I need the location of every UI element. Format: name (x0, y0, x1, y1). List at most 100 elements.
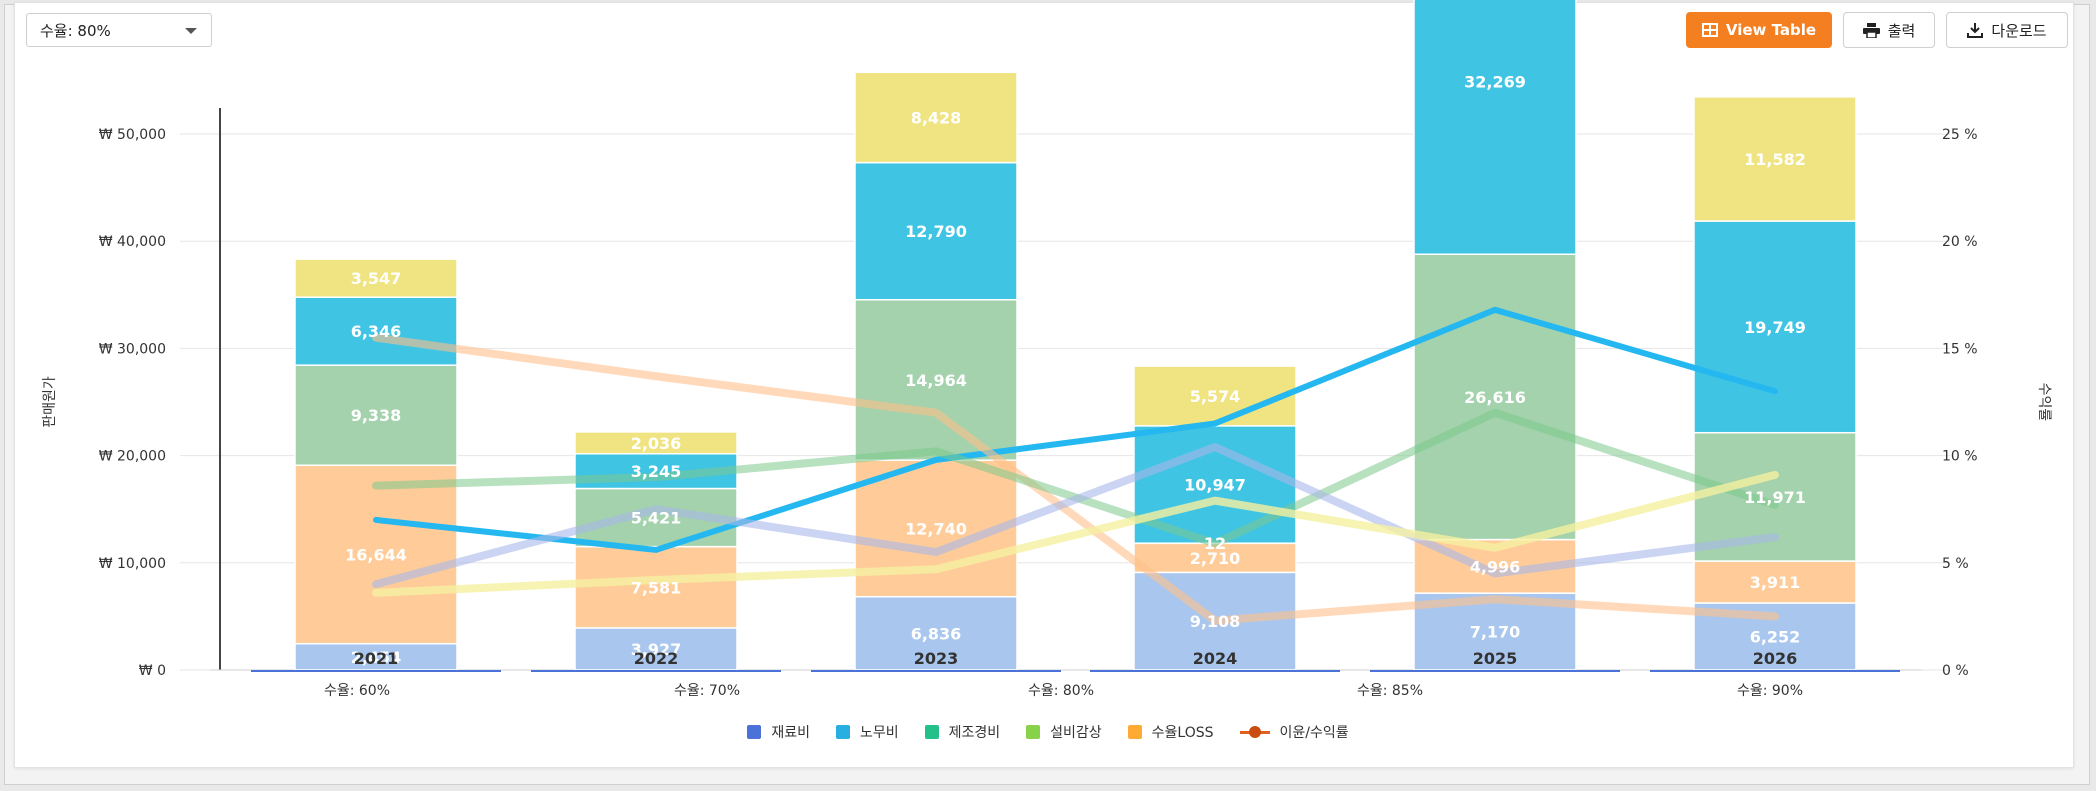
data-label: 9,108 (1190, 612, 1241, 631)
y-tick-label: ₩ 20,000 (99, 449, 166, 465)
y2-tick-label: 10 % (1942, 449, 1978, 465)
yield-select-value: 수율: 80% (40, 21, 111, 40)
y2-tick-label: 0 % (1942, 663, 1969, 679)
y2-tick-label: 15 % (1942, 341, 1978, 357)
legend-swatch (835, 725, 850, 739)
x-sublabel: 수율: 90% (1737, 683, 1803, 699)
legend-item[interactable]: 제조경비 (924, 722, 1001, 742)
y2-axis-title: 수익률 (2036, 383, 2052, 422)
data-label: 14,964 (905, 371, 967, 390)
legend-label: 재료비 (771, 725, 810, 741)
y-tick-label: ₩ 10,000 (99, 556, 166, 572)
legend-swatch (747, 725, 762, 739)
legend-item[interactable]: 노무비 (835, 722, 899, 742)
y2-tick-label: 5 % (1942, 556, 1969, 572)
series-line (372, 443, 1779, 589)
x-category-label: 2024 (1193, 649, 1238, 668)
bar-segment (854, 71, 1018, 164)
data-label: 8,428 (911, 108, 962, 127)
y-tick-label: ₩ 30,000 (99, 341, 166, 357)
download-icon (1967, 22, 1984, 38)
legend-label: 노무비 (859, 725, 899, 741)
download-button[interactable]: 다운로드 (1946, 12, 2068, 48)
x-sublabel: 수율: 80% (1028, 683, 1094, 699)
bar-segment (294, 464, 458, 645)
series-line (372, 470, 1779, 597)
legend-swatch (924, 725, 939, 739)
bar-segment (294, 258, 458, 298)
legend-item[interactable]: 설비감상 (1026, 722, 1102, 742)
bar-segment (854, 595, 1018, 671)
x-sublabel: 수율: 70% (674, 683, 740, 699)
data-label: 2,710 (1190, 549, 1241, 568)
data-label: 6,252 (1750, 627, 1801, 646)
y-tick-label: ₩ 50,000 (99, 127, 166, 143)
chart-legend: 재료비 노무비 제조경비 설비감상 수율LOSS 이윤/수익률 (0, 722, 2096, 742)
legend-label: 제조경비 (948, 725, 1001, 741)
legend-label: 이윤/수익률 (1279, 725, 1349, 741)
data-label: 16,644 (345, 545, 407, 564)
data-label: 7,170 (1470, 623, 1521, 642)
data-label: 5,421 (631, 509, 682, 528)
bar-segment (1693, 560, 1857, 604)
legend-item[interactable]: 이윤/수익률 (1239, 722, 1349, 742)
printer-icon (1862, 22, 1880, 38)
data-label: 3,547 (351, 269, 402, 288)
legend-item[interactable]: 재료비 (747, 722, 810, 742)
data-label: 11,971 (1744, 488, 1806, 507)
data-label: 6,836 (911, 624, 962, 643)
x-category-label: 2022 (634, 649, 679, 668)
bar-segment (574, 545, 738, 629)
y-tick-label: ₩ 40,000 (99, 234, 166, 250)
y2-tick-label: 25 % (1942, 127, 1978, 143)
legend-label: 수율LOSS (1151, 725, 1214, 741)
print-button[interactable]: 출력 (1843, 12, 1935, 48)
data-label: 12,740 (905, 519, 967, 538)
data-label: 3,927 (631, 640, 682, 659)
x-category-label: 2025 (1473, 649, 1518, 668)
x-category-label: 2023 (914, 649, 959, 668)
bar-segment (1413, 253, 1577, 541)
data-label: 32,269 (1464, 72, 1526, 91)
data-label: 4,996 (1470, 557, 1521, 576)
y-tick-label: ₩ 0 (139, 663, 166, 679)
bar-segment (1413, 0, 1577, 256)
data-label: 7,581 (631, 578, 682, 597)
chevron-down-icon (185, 28, 197, 34)
legend-label: 설비감상 (1050, 725, 1102, 741)
bar-segment (854, 298, 1018, 461)
data-label: 2,036 (631, 434, 682, 453)
y2-tick-label: 20 % (1942, 234, 1978, 250)
legend-swatch (1026, 725, 1041, 739)
data-label: 9,338 (351, 406, 402, 425)
data-label: 12 (1204, 534, 1226, 553)
view-table-button[interactable]: View Table (1686, 12, 1832, 48)
chart-svg: ₩ 0 ₩ 10,000 ₩ 20,000 ₩ 30,000 ₩ 40,000 ₩ 50,… (42, 0, 2052, 699)
bar-segment (574, 431, 738, 455)
data-label: 2,454 (351, 648, 402, 667)
download-label: 다운로드 (1991, 21, 2047, 40)
legend-swatch (1127, 725, 1142, 739)
print-label: 출력 (1887, 21, 1916, 40)
data-label: 3,911 (1750, 573, 1801, 592)
bar-segment (294, 296, 458, 366)
data-label: 19,749 (1744, 318, 1806, 337)
x-category-label: 2021 (354, 649, 399, 668)
bar-segment (294, 364, 458, 467)
view-table-label: View Table (1725, 21, 1817, 39)
data-label: 12,790 (905, 222, 967, 241)
legend-item[interactable]: 수율LOSS (1127, 722, 1214, 742)
bar-segment (1133, 365, 1297, 427)
table-icon (1701, 23, 1718, 37)
data-label: 26,616 (1464, 388, 1526, 407)
data-label: 5,574 (1190, 387, 1241, 406)
x-sublabel: 수율: 60% (324, 683, 390, 699)
yield-select[interactable]: 수율: 80% (26, 13, 212, 47)
series-line (372, 333, 1779, 625)
series-line (373, 306, 1778, 553)
data-label: 3,245 (631, 462, 682, 481)
y-axis-title: 판매원가 (42, 376, 58, 428)
bar-segment (1693, 220, 1857, 434)
bar-segment (1693, 96, 1857, 222)
x-category-label: 2026 (1753, 649, 1798, 668)
